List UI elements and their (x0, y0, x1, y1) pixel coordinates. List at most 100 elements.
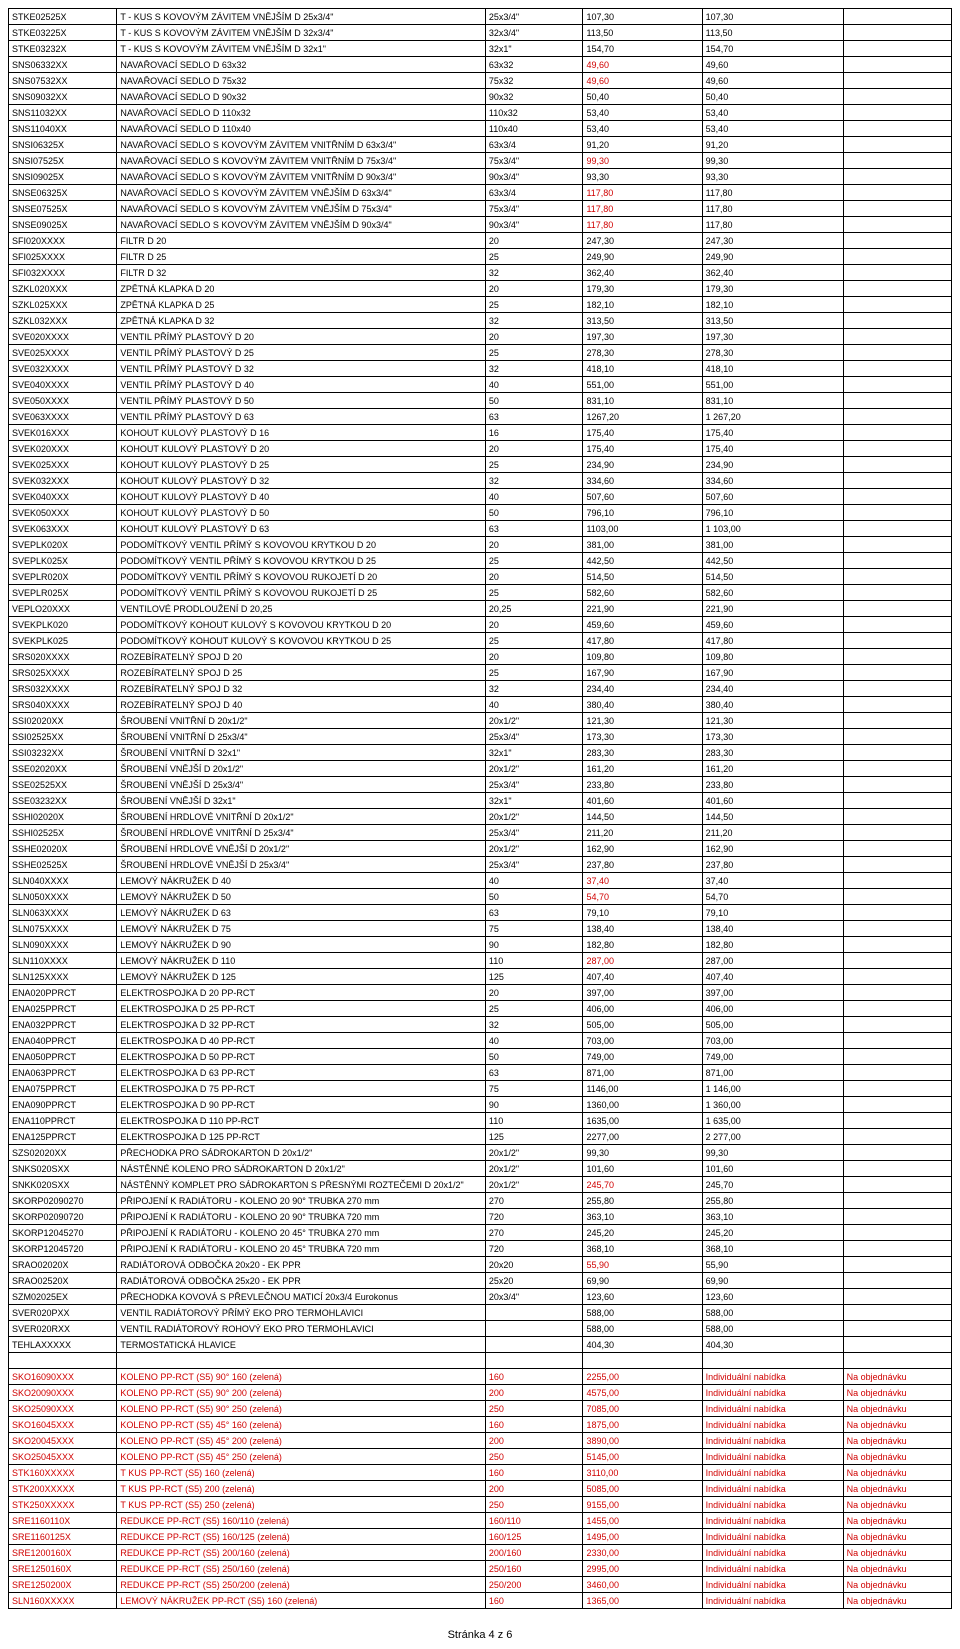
cell: STKE02525X (9, 9, 117, 25)
cell: ENA075PPRCT (9, 1081, 117, 1097)
cell (843, 777, 951, 793)
cell: SNKK020SXX (9, 1177, 117, 1193)
cell: T KUS PP-RCT (S5) 200 (zelená) (117, 1481, 486, 1497)
cell: 63 (485, 409, 583, 425)
table-row: SRS040XXXXROZEBÍRATELNÝ SPOJ D 4040380,4… (9, 697, 952, 713)
cell: SNS09032XX (9, 89, 117, 105)
cell: SSE02020XX (9, 761, 117, 777)
cell: 5085,00 (583, 1481, 702, 1497)
cell: KOLENO PP-RCT (S5) 90° 200 (zelená) (117, 1385, 486, 1401)
cell: Na objednávku (843, 1369, 951, 1385)
cell (843, 1289, 951, 1305)
cell (843, 441, 951, 457)
cell: SLN110XXXX (9, 953, 117, 969)
cell: 40 (485, 873, 583, 889)
cell: T - KUS S KOVOVÝM ZÁVITEM VNĚJŠÍM D 32x3… (117, 25, 486, 41)
table-row: SZKL025XXXZPĚTNÁ KLAPKA D 2525182,10182,… (9, 297, 952, 313)
cell (843, 233, 951, 249)
cell: PŘECHODKA PRO SÁDROKARTON D 20x1/2" (117, 1145, 486, 1161)
cell: 90x3/4" (485, 169, 583, 185)
cell: T - KUS S KOVOVÝM ZÁVITEM VNĚJŠÍM D 25x3… (117, 9, 486, 25)
cell: 1875,00 (583, 1417, 702, 1433)
cell: 278,30 (702, 345, 843, 361)
cell: TEHLAXXXXX (9, 1337, 117, 1353)
cell: 720 (485, 1241, 583, 1257)
cell (843, 473, 951, 489)
cell: SLN075XXXX (9, 921, 117, 937)
cell: 4575,00 (583, 1385, 702, 1401)
cell: 3110,00 (583, 1465, 702, 1481)
cell: FILTR D 20 (117, 233, 486, 249)
cell: LEMOVÝ NÁKRUŽEK D 63 (117, 905, 486, 921)
cell: 233,80 (702, 777, 843, 793)
cell: 250 (485, 1449, 583, 1465)
cell (843, 1241, 951, 1257)
cell: 91,20 (702, 137, 843, 153)
cell: 50 (485, 393, 583, 409)
cell: 1 146,00 (702, 1081, 843, 1097)
cell: Individuální nabídka (702, 1561, 843, 1577)
cell: KOHOUT KULOVÝ PLASTOVÝ D 32 (117, 473, 486, 489)
cell (843, 57, 951, 73)
cell: STK160XXXXX (9, 1465, 117, 1481)
cell: LEMOVÝ NÁKRUŽEK D 50 (117, 889, 486, 905)
cell: SVEK020XXX (9, 441, 117, 457)
cell: 161,20 (702, 761, 843, 777)
cell (843, 569, 951, 585)
cell: 831,10 (583, 393, 702, 409)
cell: 53,40 (583, 121, 702, 137)
table-row: ENA032PPRCTELEKTROSPOJKA D 32 PP-RCT3250… (9, 1017, 952, 1033)
cell (843, 489, 951, 505)
cell: 20 (485, 569, 583, 585)
cell: PODOMÍTKOVÝ KOHOUT KULOVÝ S KOVOVOU KRYT… (117, 617, 486, 633)
cell: 283,30 (583, 745, 702, 761)
cell: SRS040XXXX (9, 697, 117, 713)
table-row: SVE020XXXXVENTIL PŘÍMÝ PLASTOVÝ D 202019… (9, 329, 952, 345)
cell: 37,40 (702, 873, 843, 889)
cell: ZPĚTNÁ KLAPKA D 20 (117, 281, 486, 297)
cell: 55,90 (702, 1257, 843, 1273)
cell: SFI025XXXX (9, 249, 117, 265)
cell: 582,60 (702, 585, 843, 601)
cell: 1635,00 (583, 1113, 702, 1129)
cell: SNSI09025X (9, 169, 117, 185)
table-row: SNS07532XXNAVAŘOVACÍ SEDLO D 75x3275x324… (9, 73, 952, 89)
cell: SSI03232XX (9, 745, 117, 761)
cell (843, 9, 951, 25)
cell: 197,30 (583, 329, 702, 345)
table-row: SVEKPLK020PODOMÍTKOVÝ KOHOUT KULOVÝ S KO… (9, 617, 952, 633)
cell: ŠROUBENÍ VNĚJŠÍ D 32x1" (117, 793, 486, 809)
cell: REDUKCE PP-RCT (S5) 160/125 (zelená) (117, 1529, 486, 1545)
cell: 20x1/2" (485, 713, 583, 729)
cell: PŘECHODKA KOVOVÁ S PŘEVLEČNOU MATICÍ 20x… (117, 1289, 486, 1305)
cell (843, 393, 951, 409)
cell: 49,60 (583, 57, 702, 73)
cell: TERMOSTATICKÁ HLAVICE (117, 1337, 486, 1353)
cell: 50 (485, 889, 583, 905)
cell: SLN125XXXX (9, 969, 117, 985)
table-row: SLN063XXXXLEMOVÝ NÁKRUŽEK D 636379,1079,… (9, 905, 952, 921)
cell: PODOMÍTKOVÝ VENTIL PŘÍMÝ S KOVOVOU RUKOJ… (117, 585, 486, 601)
cell (843, 297, 951, 313)
cell (843, 1129, 951, 1145)
cell: SVEPLK020X (9, 537, 117, 553)
cell: ENA063PPRCT (9, 1065, 117, 1081)
cell: SRE1160110X (9, 1513, 117, 1529)
table-row: SRE1160125XREDUKCE PP-RCT (S5) 160/125 (… (9, 1529, 952, 1545)
cell: Individuální nabídka (702, 1433, 843, 1449)
cell: Individuální nabídka (702, 1497, 843, 1513)
cell: 40 (485, 1033, 583, 1049)
table-row: SSHE02525XŠROUBENÍ HRDLOVÉ VNĚJŠÍ D 25x3… (9, 857, 952, 873)
cell: 25x3/4" (485, 729, 583, 745)
cell: 113,50 (583, 25, 702, 41)
cell: VENTIL RADIÁTOROVÝ PŘÍMÝ EKO PRO TERMOHL… (117, 1305, 486, 1321)
cell: 582,60 (583, 585, 702, 601)
cell: 505,00 (702, 1017, 843, 1033)
cell (843, 41, 951, 57)
cell: REDUKCE PP-RCT (S5) 250/200 (zelená) (117, 1577, 486, 1593)
cell: VENTIL PŘÍMÝ PLASTOVÝ D 40 (117, 377, 486, 393)
cell: 20 (485, 329, 583, 345)
cell: SZKL025XXX (9, 297, 117, 313)
table-row: SSE02525XXŠROUBENÍ VNĚJŠÍ D 25x3/4"25x3/… (9, 777, 952, 793)
table-row: SLN110XXXXLEMOVÝ NÁKRUŽEK D 110110287,00… (9, 953, 952, 969)
